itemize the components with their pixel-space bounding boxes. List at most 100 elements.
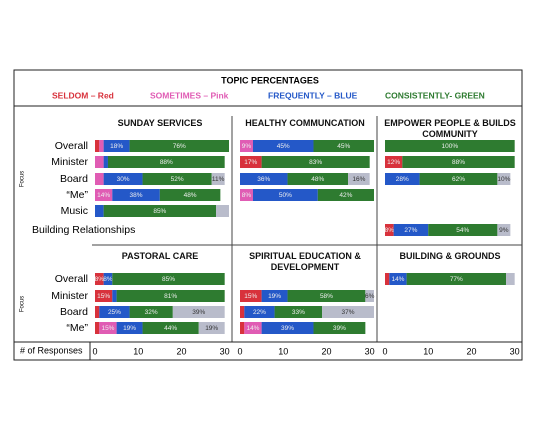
bar-segment <box>393 224 429 236</box>
bar-segment <box>103 140 130 152</box>
data-label: 14% <box>97 192 110 199</box>
bar-segment <box>385 156 403 168</box>
page-title: TOPIC PERCENTAGES <box>221 75 319 85</box>
data-label: 48% <box>311 176 324 183</box>
chart-title-box: EMPOWER PEOPLE & BUILDS COMMUNITY <box>384 118 516 139</box>
row-label: “Me” <box>66 189 88 201</box>
bar-segment <box>252 140 314 152</box>
data-label: 76% <box>173 143 186 150</box>
bar-segment <box>95 140 100 152</box>
data-label: 36% <box>257 176 270 183</box>
bar-segment <box>142 173 212 185</box>
bar-segment <box>261 322 314 334</box>
chart-title: BUILDING & GROUNDS <box>399 251 501 261</box>
bar-segment <box>287 173 349 185</box>
data-label: 42% <box>339 192 352 199</box>
data-label: 45% <box>337 143 350 150</box>
x-tick-label: 10 <box>278 346 288 356</box>
legend-box <box>13 69 523 107</box>
data-label: 8% <box>103 276 113 283</box>
bar-segment <box>112 290 117 302</box>
data-label: 18% <box>110 143 123 150</box>
bar-segment <box>406 273 507 285</box>
bar-segment <box>385 224 394 236</box>
data-label: 16% <box>352 176 365 183</box>
data-label: 8% <box>385 227 395 234</box>
bar-segment <box>385 173 420 185</box>
x-tick-label: 20 <box>466 346 476 356</box>
row-label: Board <box>60 306 88 318</box>
data-label: 58% <box>320 293 333 300</box>
data-label: 88% <box>160 159 173 166</box>
data-label: 77% <box>450 276 463 283</box>
row-label: Minister <box>51 290 88 302</box>
bar-segment <box>99 140 104 152</box>
bar-segment <box>240 322 245 334</box>
data-label: 8% <box>242 192 252 199</box>
bar-segment <box>103 156 108 168</box>
legend-entry: SOMETIMES – Pink <box>150 90 229 100</box>
bar-segment <box>322 306 374 318</box>
bar-segment <box>428 224 498 236</box>
bar-segment <box>240 189 253 201</box>
bar-segment <box>129 140 229 152</box>
bar-segment <box>112 273 225 285</box>
bar-segment <box>240 140 253 152</box>
bar-segment <box>172 306 225 318</box>
data-label: 19% <box>268 293 281 300</box>
data-label: 44% <box>164 325 177 332</box>
data-label: 39% <box>192 309 205 316</box>
bar-segment <box>244 322 262 334</box>
data-label: 15% <box>101 325 114 332</box>
bar-segment <box>240 306 245 318</box>
bar-segment <box>261 156 370 168</box>
bar-segment <box>198 322 225 334</box>
data-label: 11% <box>212 176 225 183</box>
bar-segment <box>244 306 275 318</box>
row-label: Minister <box>51 156 88 168</box>
focus-label: Focus <box>20 171 26 187</box>
data-label: 30% <box>117 176 130 183</box>
bar-segment <box>317 189 374 201</box>
row-label: “Me” <box>66 322 88 334</box>
row-label: Music <box>61 205 88 217</box>
bar-segment <box>385 140 515 152</box>
chart-title-box: PASTORAL CARE <box>121 251 199 261</box>
chart-title: PASTORAL CARE <box>121 251 199 261</box>
data-label: 32% <box>145 309 158 316</box>
bar-segment <box>313 322 366 334</box>
bar-segment <box>497 173 511 185</box>
chart-title: HEALTHY COMMUNCATION <box>245 118 365 128</box>
chart-title-box: BUILDING & GROUNDS <box>399 251 501 261</box>
data-label: 39% <box>281 325 294 332</box>
bar-segment <box>129 306 173 318</box>
data-label: 33% <box>292 309 305 316</box>
data-label: 100% <box>442 143 459 150</box>
x-tick-label: 0 <box>382 346 387 356</box>
bar-segment <box>159 189 221 201</box>
bar-segment <box>211 173 225 185</box>
x-tick-label: 20 <box>321 346 331 356</box>
data-label: 54% <box>456 227 469 234</box>
data-label: 15% <box>244 293 257 300</box>
bar-segment <box>95 156 104 168</box>
bar-segment <box>95 290 113 302</box>
bar-segment <box>103 205 217 217</box>
chart-title: SUNDAY SERVICES <box>117 118 203 128</box>
bar-segment <box>497 224 511 236</box>
x-tick-label: 10 <box>133 346 143 356</box>
bar-segment <box>385 273 390 285</box>
data-label: 9% <box>499 227 509 234</box>
bar-segment <box>142 322 199 334</box>
bar-segment <box>313 140 374 152</box>
bar-segment <box>95 173 104 185</box>
data-label: 19% <box>205 325 218 332</box>
data-label: 10% <box>497 176 510 183</box>
data-label: 28% <box>396 176 409 183</box>
data-label: 12% <box>387 159 400 166</box>
data-label: 52% <box>171 176 184 183</box>
chart-title-box: HEALTHY COMMUNCATION <box>245 118 365 128</box>
x-tick-label: 30 <box>220 346 230 356</box>
chart-title-box: SUNDAY SERVICES <box>117 118 203 128</box>
